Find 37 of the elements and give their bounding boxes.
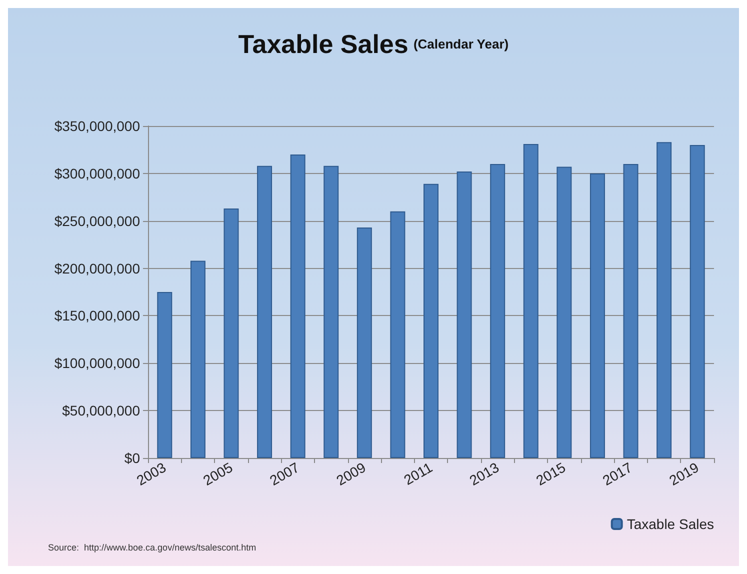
x-tick-label: 2019: [666, 458, 702, 488]
y-tick-label: $250,000,000: [54, 212, 140, 229]
x-tick-label: 2011: [400, 458, 436, 488]
chart-title: Taxable Sales: [238, 29, 408, 59]
x-tick-label: 2015: [533, 458, 568, 488]
x-tick-label: 2013: [466, 458, 502, 488]
bar: [424, 184, 438, 458]
bar: [324, 166, 339, 458]
y-tick-label: $300,000,000: [54, 165, 140, 182]
y-tick-label: $100,000,000: [54, 355, 140, 372]
x-tick-label: 2017: [600, 458, 635, 488]
bar: [656, 142, 672, 458]
y-tick-label: $350,000,000: [54, 118, 140, 134]
bar: [523, 144, 538, 458]
bar: [390, 211, 406, 458]
legend-label: Taxable Sales: [626, 516, 714, 532]
x-tick-label: 2007: [266, 458, 302, 488]
bar: [456, 172, 472, 458]
x-tick-label: 2009: [333, 458, 369, 488]
bar: [356, 227, 372, 458]
x-tick-label: 2005: [200, 458, 236, 488]
y-tick-label: $150,000,000: [54, 308, 140, 324]
y-tick-label: $50,000,000: [62, 402, 140, 419]
y-tick-label: $0: [124, 450, 140, 466]
chart-subtitle: (Calendar Year): [413, 36, 509, 52]
bar: [490, 164, 506, 458]
bar: [257, 166, 272, 458]
bar: [556, 166, 572, 458]
bar: [224, 208, 239, 458]
bar: [290, 154, 306, 458]
bar: [623, 164, 638, 458]
bar: [157, 292, 172, 458]
source-note: Source: http://www.boe.ca.gov/news/tsalescont.htm: [48, 542, 256, 552]
bar: [590, 173, 605, 458]
y-tick-label: $200,000,000: [54, 260, 140, 276]
bar: [690, 144, 705, 458]
bar: [190, 260, 206, 458]
